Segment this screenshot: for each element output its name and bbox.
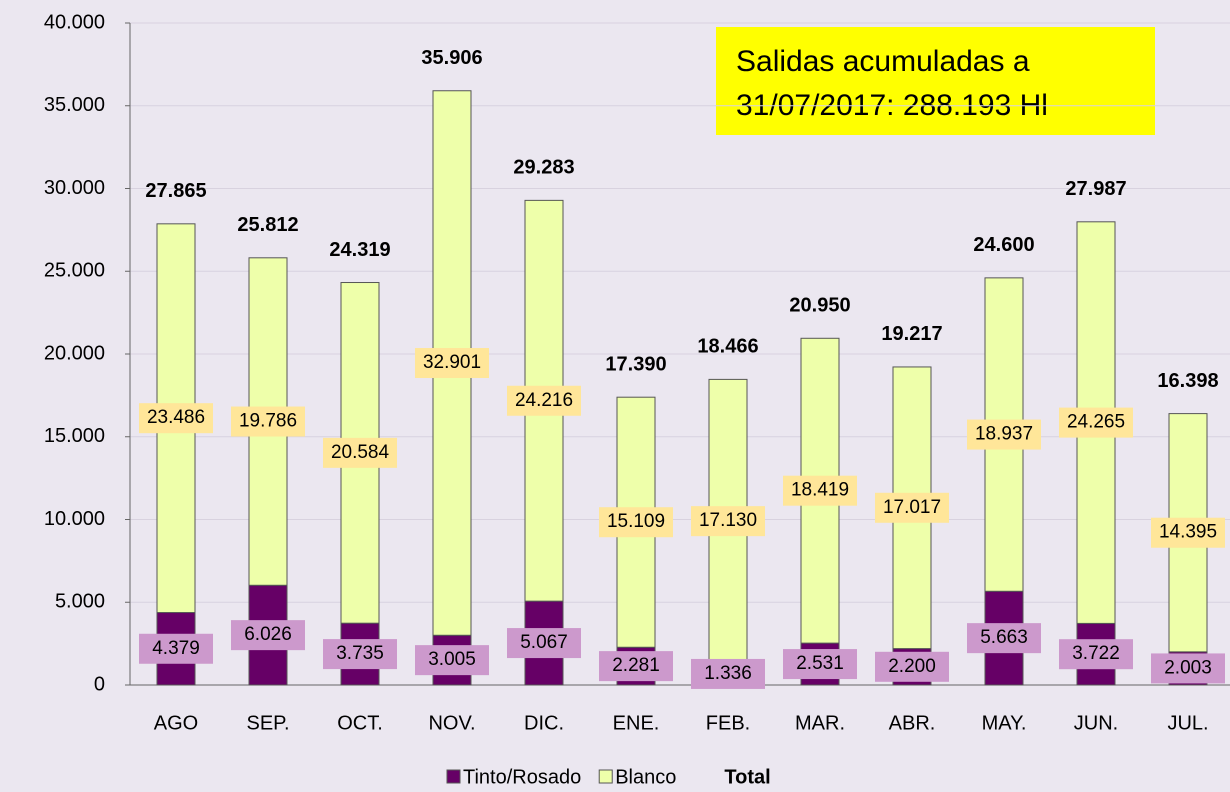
total-label: 16.398 bbox=[1157, 370, 1218, 392]
value-label-box bbox=[231, 406, 305, 437]
value-label: 4.379 bbox=[152, 638, 200, 659]
value-label-box bbox=[691, 506, 765, 537]
value-label-box bbox=[1151, 653, 1225, 684]
total-label: 17.390 bbox=[605, 353, 666, 375]
value-label-box bbox=[323, 639, 397, 670]
value-label-box bbox=[415, 645, 489, 676]
total-label: 25.812 bbox=[237, 214, 298, 236]
x-tick-label: FEB. bbox=[706, 712, 750, 734]
value-label: 17.130 bbox=[699, 510, 757, 531]
value-label-box bbox=[139, 403, 213, 434]
value-label-box bbox=[1059, 639, 1133, 670]
total-label: 27.865 bbox=[145, 180, 206, 202]
total-label: 24.600 bbox=[973, 234, 1034, 256]
value-label: 24.216 bbox=[515, 390, 573, 411]
x-tick-label: MAY. bbox=[982, 712, 1027, 734]
value-label-box bbox=[1059, 407, 1133, 438]
value-label: 3.722 bbox=[1072, 643, 1120, 664]
value-label: 17.017 bbox=[883, 497, 941, 518]
total-label: 19.217 bbox=[881, 323, 942, 345]
x-tick-label: SEP. bbox=[247, 712, 290, 734]
x-tick-label: MAR. bbox=[795, 712, 845, 734]
value-label-box bbox=[139, 633, 213, 664]
y-tick-label: 25.000 bbox=[44, 260, 105, 282]
value-label-box bbox=[875, 651, 949, 682]
value-label: 32.901 bbox=[423, 352, 481, 373]
value-label-box bbox=[967, 419, 1041, 450]
value-label: 3.005 bbox=[428, 649, 476, 670]
y-tick-label: 15.000 bbox=[44, 425, 105, 447]
value-label: 23.486 bbox=[147, 407, 205, 428]
value-label: 18.937 bbox=[975, 424, 1033, 445]
value-label: 24.265 bbox=[1067, 412, 1125, 433]
value-label: 20.584 bbox=[331, 442, 390, 463]
value-label: 2.003 bbox=[1164, 657, 1212, 678]
value-label: 3.735 bbox=[336, 643, 384, 664]
x-tick-label: ABR. bbox=[889, 712, 936, 734]
x-tick-label: AGO bbox=[154, 712, 198, 734]
y-tick-label: 5.000 bbox=[55, 591, 105, 613]
value-label: 5.663 bbox=[980, 627, 1028, 648]
legend-label: Blanco bbox=[615, 766, 676, 788]
y-tick-label: 40.000 bbox=[44, 11, 105, 33]
total-label: 29.283 bbox=[513, 157, 574, 179]
value-label: 2.531 bbox=[796, 653, 844, 674]
y-tick-label: 10.000 bbox=[44, 508, 105, 530]
value-label-box bbox=[599, 651, 673, 682]
value-label: 18.419 bbox=[791, 480, 849, 501]
y-tick-label: 35.000 bbox=[44, 94, 105, 116]
legend-swatch bbox=[598, 769, 613, 784]
total-label: 20.950 bbox=[789, 295, 850, 317]
y-tick-label: 30.000 bbox=[44, 177, 105, 199]
value-label-box bbox=[231, 620, 305, 651]
value-label: 15.109 bbox=[607, 511, 665, 532]
value-label: 6.026 bbox=[244, 624, 292, 645]
value-label-box bbox=[967, 623, 1041, 654]
annotation: Salidas acumuladas a bbox=[736, 45, 1030, 78]
value-label-box bbox=[783, 649, 857, 680]
x-tick-label: DIC. bbox=[524, 712, 564, 734]
x-tick-label: JUN. bbox=[1074, 712, 1118, 734]
x-tick-label: ENE. bbox=[613, 712, 660, 734]
y-tick-label: 0 bbox=[94, 673, 105, 695]
value-label: 5.067 bbox=[520, 632, 568, 653]
value-label-box bbox=[783, 475, 857, 506]
value-label-box bbox=[507, 385, 581, 416]
total-label: 27.987 bbox=[1065, 178, 1126, 200]
value-label: 1.336 bbox=[704, 663, 752, 684]
value-label-box bbox=[507, 628, 581, 659]
value-label: 2.200 bbox=[888, 656, 936, 677]
total-label: 18.466 bbox=[697, 336, 758, 358]
value-label-box bbox=[599, 507, 673, 538]
value-label: 2.281 bbox=[612, 655, 660, 676]
x-tick-label: JUL. bbox=[1167, 712, 1208, 734]
value-label: 19.786 bbox=[239, 411, 297, 432]
value-label-box bbox=[1151, 517, 1225, 548]
value-label: 14.395 bbox=[1159, 522, 1217, 543]
y-tick-label: 20.000 bbox=[44, 342, 105, 364]
legend-label: Total bbox=[724, 766, 770, 788]
value-label-box bbox=[691, 658, 765, 689]
annotation-box bbox=[716, 27, 1155, 135]
x-tick-label: NOV. bbox=[428, 712, 475, 734]
x-tick-label: OCT. bbox=[337, 712, 383, 734]
value-label-box bbox=[323, 437, 397, 468]
legend-label: Tinto/Rosado bbox=[463, 766, 581, 788]
total-label: 24.319 bbox=[329, 239, 390, 261]
value-label-box bbox=[415, 348, 489, 379]
legend-swatch bbox=[446, 769, 461, 784]
value-label-box bbox=[875, 492, 949, 523]
total-label: 35.906 bbox=[421, 47, 482, 69]
